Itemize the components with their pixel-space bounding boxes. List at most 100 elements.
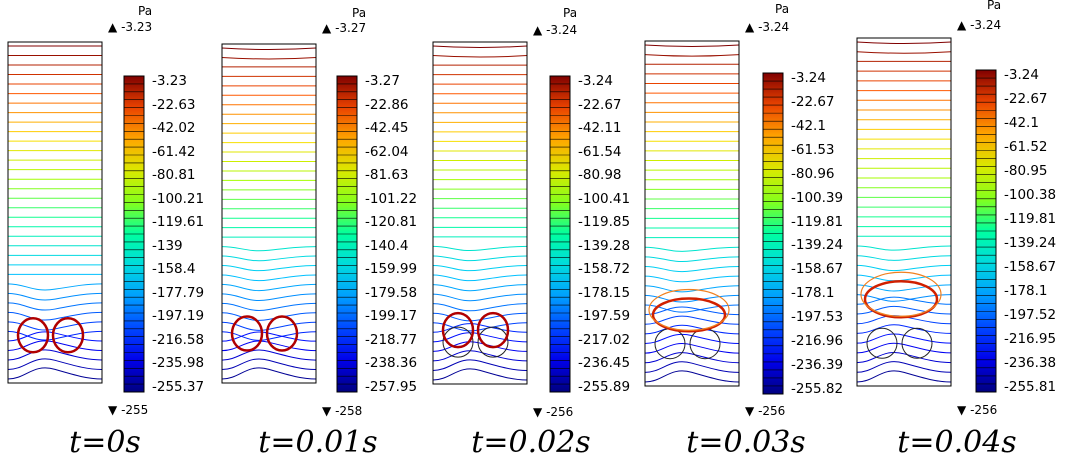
- contour-line: [7, 349, 103, 361]
- max-label: ▲ -3.23: [108, 20, 152, 34]
- colorbar-bands: [976, 77, 996, 385]
- colorbar-tick-label: -22.67: [578, 96, 622, 113]
- max-value: -3.24: [970, 18, 1002, 32]
- colorbar-tick-label: -22.67: [791, 93, 835, 110]
- contour-line: [221, 312, 317, 321]
- colorbar-tick-label: -80.98: [578, 167, 622, 184]
- colorbar-tick-label: -257.95: [365, 379, 418, 395]
- bubble-left: [16, 317, 50, 354]
- contour-line: [856, 284, 952, 292]
- bubble-right: [265, 315, 299, 352]
- colorbar-tick-label: -100.21: [152, 190, 205, 207]
- contour-line: [856, 296, 952, 305]
- contour-line: [432, 45, 528, 48]
- contour-line: [432, 368, 528, 381]
- max-triangle-icon: ▲: [322, 21, 332, 35]
- contour-line: [221, 358, 317, 371]
- min-triangle-icon: ▼: [533, 405, 543, 419]
- contour-line: [221, 302, 317, 311]
- contour-line: [856, 324, 952, 334]
- plot-frame: [221, 43, 317, 384]
- colorbar-tick-label: -255.89: [578, 379, 631, 395]
- colorbar-tick-label: -42.1: [791, 117, 826, 134]
- unit-label: Pa: [352, 6, 367, 20]
- colorbar-tick-label: -61.42: [152, 143, 196, 160]
- contour-line: [644, 352, 740, 364]
- contour-plot: [7, 41, 145, 393]
- min-label: ▼ -256: [957, 403, 997, 417]
- contour-line: [7, 358, 103, 370]
- contour-line: [432, 55, 528, 58]
- bubbles: [860, 271, 942, 359]
- contour-line: [432, 255, 528, 262]
- colorbar-tick-label: -140.4: [365, 237, 409, 254]
- contour-line: [644, 265, 740, 273]
- max-triangle-icon: ▲: [957, 18, 967, 32]
- contour-line: [644, 246, 740, 252]
- min-value: -255: [121, 403, 149, 417]
- contour-line: [432, 245, 528, 252]
- colorbar-tick-label: -178.1: [791, 285, 835, 302]
- contour-line: [221, 246, 317, 252]
- colorbar-tick-label: -197.19: [152, 308, 205, 325]
- bubble-halo: [860, 271, 942, 317]
- colorbar-bands: [337, 83, 357, 385]
- bubble-left: [441, 311, 475, 349]
- contour-line: [856, 255, 952, 261]
- contour-line: [856, 294, 952, 302]
- colorbar-bands: [124, 83, 144, 385]
- colorbar-tick-label: -235.98: [152, 355, 205, 372]
- plot-frame: [856, 37, 952, 387]
- colorbar-tick-label: -3.24: [1004, 67, 1039, 83]
- contour-line: [644, 361, 740, 373]
- colorbar-tick-label: -100.41: [578, 190, 631, 207]
- colorbar-tick-label: -158.67: [791, 261, 844, 278]
- min-triangle-icon: ▼: [108, 403, 118, 417]
- min-triangle-icon: ▼: [322, 404, 332, 418]
- colorbar-tick-label: -158.72: [578, 261, 631, 278]
- bubble-merged: [863, 280, 939, 319]
- contour-plot: [221, 43, 358, 393]
- unit-label: Pa: [138, 4, 153, 18]
- bubbles: [230, 315, 299, 352]
- colorbar-tick-label: -197.59: [578, 308, 631, 325]
- colorbar-tick-label: -119.81: [1004, 211, 1057, 227]
- colorbar-tick-label: -61.53: [791, 141, 835, 158]
- colorbar-tick-label: -139.24: [791, 237, 844, 254]
- unit-label: Pa: [563, 6, 578, 20]
- contour-line: [7, 283, 103, 291]
- contour-line: [221, 56, 317, 60]
- contour-line: [856, 245, 952, 251]
- contour-line: [644, 306, 740, 316]
- contour-line: [432, 264, 528, 272]
- colorbar-tick-label: -3.24: [578, 73, 613, 89]
- colorbar-tick-label: -120.81: [365, 214, 418, 231]
- colorbar-tick-label: -179.58: [365, 284, 418, 301]
- colorbar-tick-label: -42.45: [365, 120, 409, 137]
- colorbar-tick-label: -158.67: [1004, 259, 1057, 275]
- colorbar-tick-label: -216.95: [1004, 331, 1057, 347]
- unit-label: Pa: [775, 2, 790, 16]
- contour-line: [7, 367, 103, 380]
- colorbar-tick-label: -139: [152, 237, 183, 254]
- colorbar-tick-label: -100.38: [1004, 187, 1057, 203]
- bubble-outline: [901, 327, 933, 359]
- time-caption: t=0.02s: [471, 425, 591, 460]
- contour-line: [856, 342, 952, 354]
- colorbar-tick-label: -3.23: [152, 73, 187, 89]
- panel-t002: Pa ▲ -3.24 ▼ -256 -3.24 -22.67 -42.11 -61.5…: [426, 0, 639, 465]
- max-value: -3.24: [546, 23, 578, 37]
- contour-line: [856, 361, 952, 373]
- bubble-right: [51, 317, 85, 354]
- min-label: ▼ -256: [745, 404, 785, 418]
- time-caption: t=0.01s: [258, 425, 378, 460]
- unit-label: Pa: [987, 0, 1002, 12]
- contour-line: [221, 367, 317, 380]
- colorbar-tick-label: -159.99: [365, 261, 418, 278]
- colorbar-tick-label: -119.85: [578, 214, 631, 231]
- contour-lines: [644, 44, 740, 383]
- colorbar-tick-label: -42.1: [1004, 115, 1039, 131]
- contour-line: [644, 324, 740, 335]
- colorbar-bands: [763, 80, 783, 387]
- contour-line: [432, 293, 528, 302]
